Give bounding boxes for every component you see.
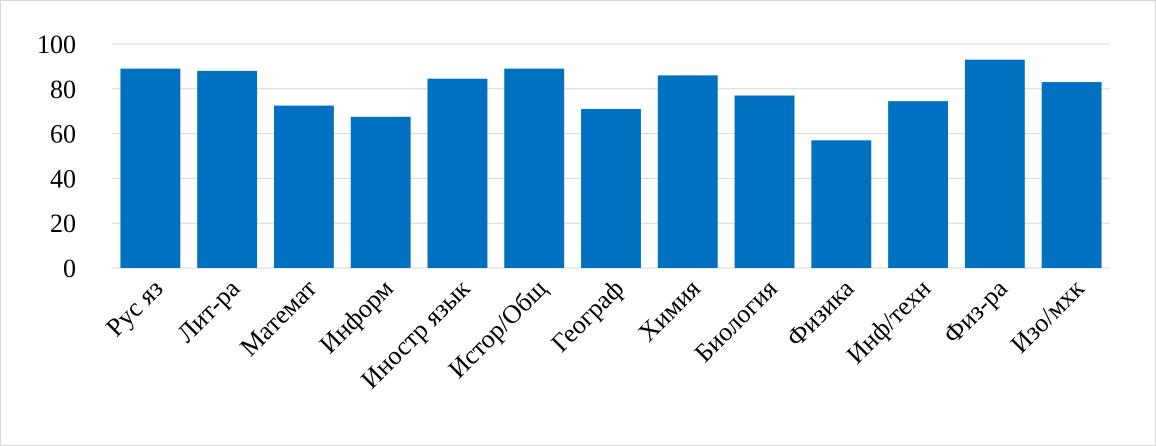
- y-tick-label: 20: [50, 209, 76, 238]
- bar: [657, 75, 718, 268]
- x-tick-label: Географ: [545, 274, 629, 358]
- x-tick-label: Изо/мхк: [1005, 273, 1090, 358]
- x-tick-label: Математ: [234, 274, 322, 362]
- x-tick-label: Лит-ра: [171, 273, 246, 348]
- y-tick-label: 80: [50, 75, 76, 104]
- y-tick-label: 100: [37, 30, 76, 59]
- y-tick-label: 60: [50, 120, 76, 149]
- y-tick-label: 0: [63, 254, 76, 283]
- bar: [1041, 82, 1102, 268]
- bar: [964, 59, 1025, 269]
- bar: [350, 116, 411, 268]
- y-axis-ticks: 0 20 40 60 80 100: [37, 30, 76, 283]
- x-tick-label: Химия: [632, 274, 706, 348]
- x-tick-label: Физ-ра: [937, 273, 1013, 349]
- bar: [734, 95, 795, 269]
- x-tick-label: Рус яз: [100, 274, 168, 342]
- bar: [120, 68, 181, 268]
- bars: [120, 59, 1102, 269]
- bar: [581, 108, 641, 269]
- bar: [811, 140, 872, 268]
- bar: [273, 105, 334, 268]
- x-tick-label: Инф/техн: [841, 274, 937, 370]
- bar: [427, 78, 488, 268]
- bar: [197, 70, 258, 268]
- y-tick-label: 40: [50, 164, 76, 193]
- bar: [504, 68, 565, 268]
- bar: [888, 101, 949, 269]
- x-tick-label: Биология: [689, 274, 783, 368]
